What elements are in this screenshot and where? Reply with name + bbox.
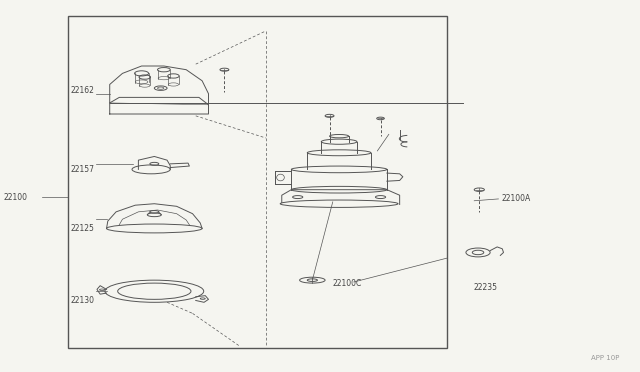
Text: 22162: 22162: [70, 86, 94, 94]
Text: 22100A: 22100A: [502, 195, 531, 203]
Text: 22130: 22130: [70, 296, 94, 305]
Text: 22100C: 22100C: [333, 279, 362, 288]
Bar: [68, 16, 447, 349]
Text: 22100: 22100: [3, 193, 28, 202]
Text: 22157: 22157: [70, 165, 94, 174]
Text: 22125: 22125: [70, 224, 94, 233]
Text: APP 10P: APP 10P: [591, 355, 620, 361]
Text: 22235: 22235: [474, 283, 498, 292]
